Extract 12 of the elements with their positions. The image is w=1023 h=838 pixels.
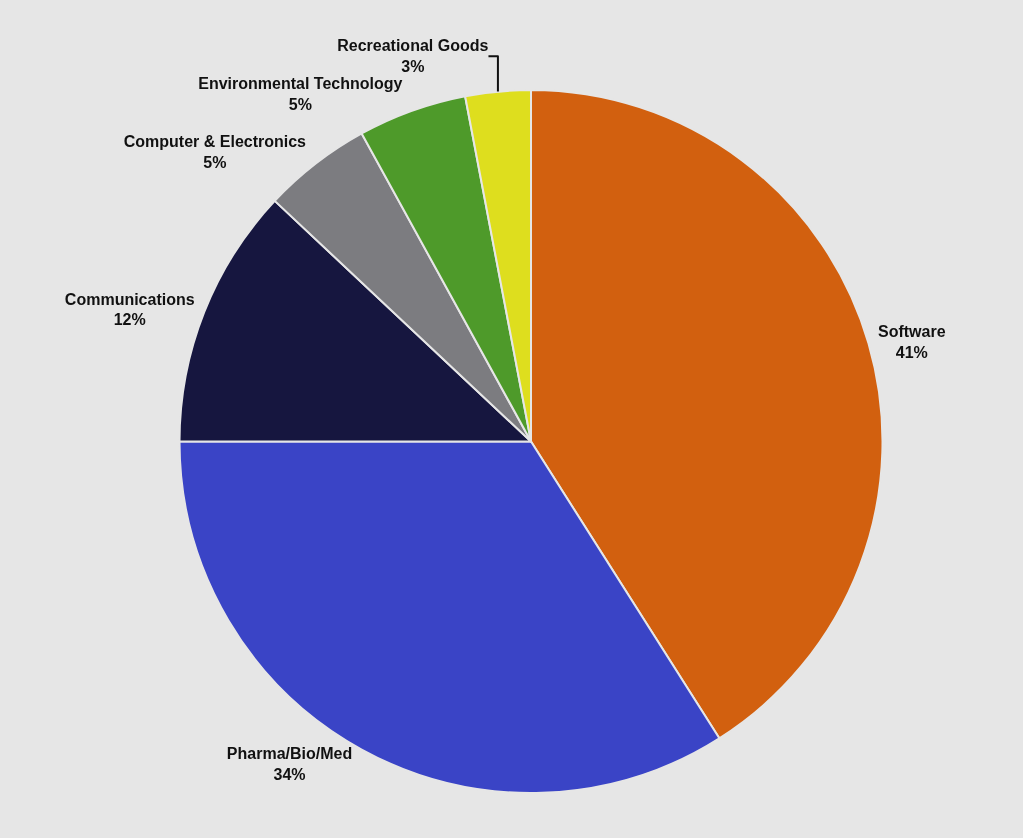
slice-label: Communications (64, 290, 195, 308)
slice-label: Recreational Goods (337, 37, 489, 55)
data-label: 5% (203, 153, 227, 171)
data-label: 12% (113, 311, 146, 329)
data-label: 5% (288, 95, 312, 113)
data-label: 34% (273, 765, 306, 783)
slice-label: Software (877, 323, 946, 341)
data-label: 3% (401, 58, 425, 76)
data-label: 41% (895, 343, 928, 361)
slice-label: Pharma/Bio/Med (226, 745, 353, 763)
slice-label: Computer & Electronics (123, 133, 307, 151)
slice-label: Environmental Technology (198, 75, 403, 93)
